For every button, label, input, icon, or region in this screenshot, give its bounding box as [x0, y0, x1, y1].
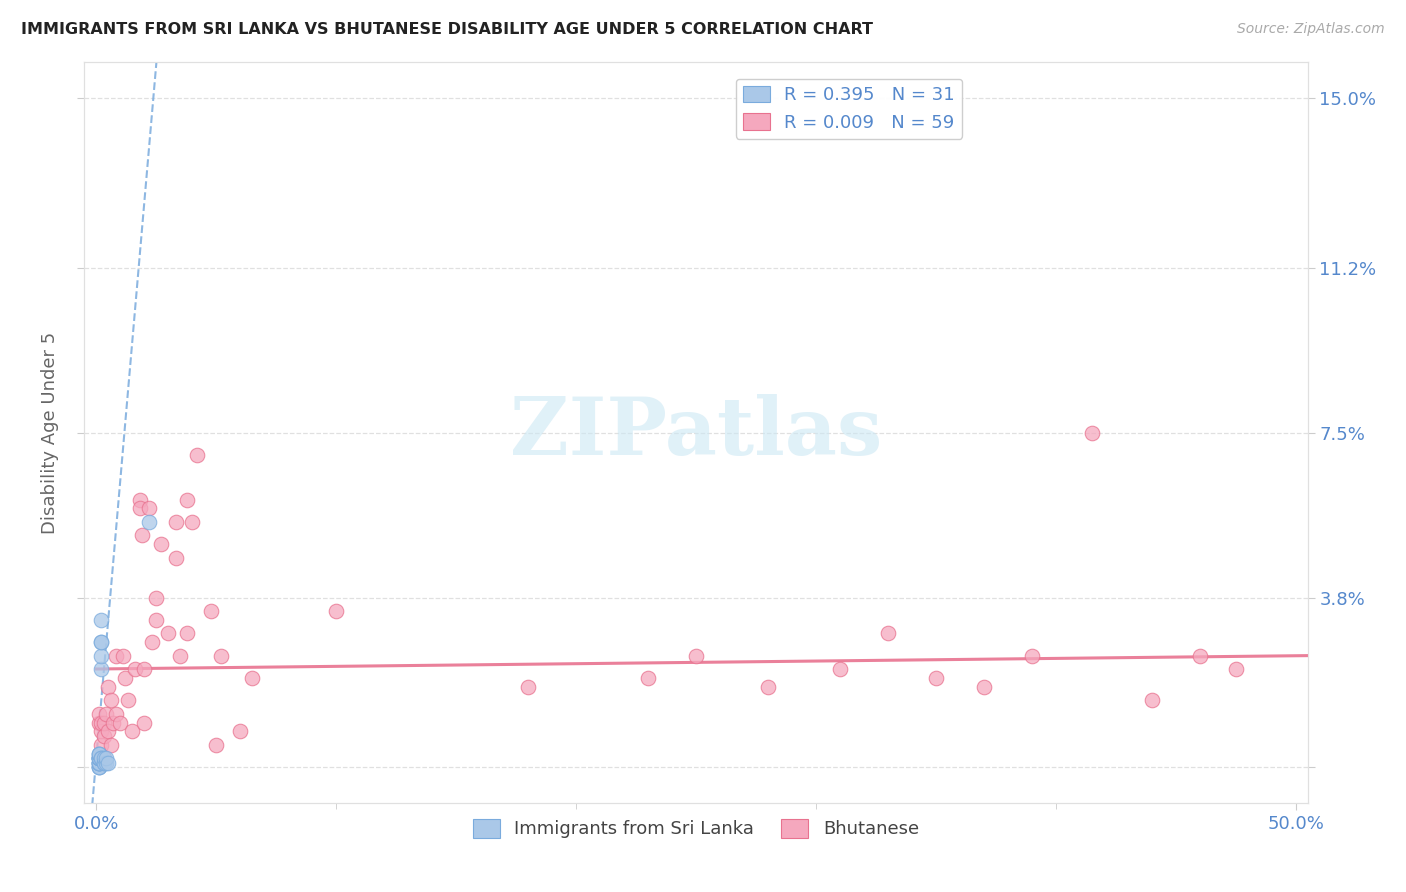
Point — [87, 756, 110, 770]
Point — [87, 751, 110, 765]
Point — [90, 751, 112, 765]
Point — [1021, 648, 1043, 663]
Point — [87, 760, 110, 774]
Point — [87, 751, 110, 765]
Point — [87, 747, 110, 761]
Point — [93, 729, 115, 743]
Point — [925, 671, 948, 685]
Point — [141, 635, 163, 649]
Point — [90, 662, 112, 676]
Point — [87, 760, 110, 774]
Point — [87, 756, 110, 770]
Point — [87, 756, 110, 770]
Point — [828, 662, 851, 676]
Point — [114, 671, 136, 685]
Point — [97, 680, 120, 694]
Point — [94, 706, 117, 721]
Point — [1140, 693, 1163, 707]
Text: 30.0%: 30.0% — [794, 830, 838, 844]
Point — [117, 693, 139, 707]
Point — [87, 751, 110, 765]
Point — [87, 747, 110, 761]
Point — [209, 648, 232, 663]
Text: ZIPatlas: ZIPatlas — [510, 393, 882, 472]
Point — [87, 751, 110, 765]
Point — [134, 662, 156, 676]
Point — [104, 706, 127, 721]
Point — [94, 751, 117, 765]
Point — [90, 648, 112, 663]
Point — [90, 738, 112, 752]
Point — [325, 604, 347, 618]
Point — [87, 747, 110, 761]
Point — [87, 715, 110, 730]
Point — [87, 751, 110, 765]
Point — [93, 756, 115, 770]
Point — [121, 724, 143, 739]
Point — [87, 760, 110, 774]
Point — [111, 648, 134, 663]
Text: 10.0%: 10.0% — [315, 830, 359, 844]
Point — [100, 738, 122, 752]
Point — [157, 626, 180, 640]
Point — [165, 515, 187, 529]
Point — [517, 680, 540, 694]
Point — [165, 550, 187, 565]
Point — [240, 671, 263, 685]
Point — [176, 492, 198, 507]
Point — [110, 715, 132, 730]
Point — [134, 715, 156, 730]
Point — [200, 604, 222, 618]
Point — [637, 671, 659, 685]
Point — [876, 626, 898, 640]
Point — [90, 613, 112, 627]
Point — [101, 715, 124, 730]
Text: Source: ZipAtlas.com: Source: ZipAtlas.com — [1237, 22, 1385, 37]
Y-axis label: Disability Age Under 5: Disability Age Under 5 — [41, 332, 59, 533]
Point — [87, 706, 110, 721]
Point — [90, 751, 112, 765]
Point — [205, 738, 228, 752]
Point — [94, 756, 117, 770]
Point — [145, 591, 167, 605]
Point — [124, 662, 146, 676]
Point — [131, 528, 153, 542]
Point — [756, 680, 779, 694]
Point — [93, 751, 115, 765]
Point — [93, 715, 115, 730]
Point — [229, 724, 252, 739]
Point — [87, 756, 110, 770]
Point — [186, 448, 208, 462]
Point — [104, 648, 127, 663]
Point — [1225, 662, 1247, 676]
Point — [150, 537, 173, 551]
Text: 20.0%: 20.0% — [554, 830, 598, 844]
Point — [97, 756, 120, 770]
Point — [176, 626, 198, 640]
Text: 40.0%: 40.0% — [1033, 830, 1077, 844]
Point — [93, 751, 115, 765]
Point — [1188, 648, 1211, 663]
Point — [100, 693, 122, 707]
Point — [138, 501, 160, 516]
Point — [685, 648, 707, 663]
Point — [128, 501, 150, 516]
Legend: Immigrants from Sri Lanka, Bhutanese: Immigrants from Sri Lanka, Bhutanese — [465, 812, 927, 846]
Point — [169, 648, 191, 663]
Point — [1080, 425, 1102, 440]
Text: IMMIGRANTS FROM SRI LANKA VS BHUTANESE DISABILITY AGE UNDER 5 CORRELATION CHART: IMMIGRANTS FROM SRI LANKA VS BHUTANESE D… — [21, 22, 873, 37]
Point — [87, 756, 110, 770]
Point — [90, 715, 112, 730]
Point — [138, 515, 160, 529]
Point — [181, 515, 204, 529]
Point — [145, 613, 167, 627]
Point — [90, 635, 112, 649]
Point — [90, 724, 112, 739]
Point — [93, 756, 115, 770]
Point — [97, 724, 120, 739]
Point — [973, 680, 995, 694]
Point — [128, 492, 150, 507]
Point — [87, 751, 110, 765]
Point — [90, 635, 112, 649]
